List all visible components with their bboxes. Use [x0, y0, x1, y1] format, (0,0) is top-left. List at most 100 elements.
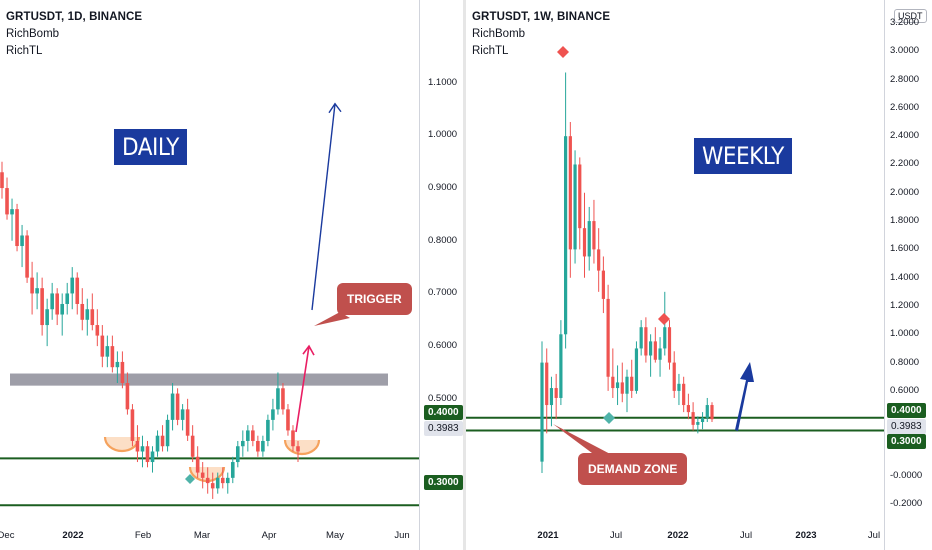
weekly-candle-body	[653, 341, 657, 360]
weekly-candle-body	[582, 228, 587, 257]
weekly-signal-diamond	[658, 313, 670, 325]
weekly-indicator-richbomb[interactable]: RichBomb	[472, 28, 526, 40]
candle-body	[75, 277, 80, 304]
candle-body	[220, 477, 225, 484]
candle-body	[25, 235, 29, 278]
candle-body	[160, 435, 165, 447]
candle-body	[286, 409, 290, 431]
candle-body	[50, 293, 54, 310]
candle-body	[195, 456, 200, 473]
daily-legend: GRTUSDT, 1D, BINANCE RichBomb RichTL	[6, 9, 142, 60]
candle-body	[251, 430, 255, 441]
weekly-time-label: 2021	[537, 530, 559, 541]
daily-price-axis-line	[419, 0, 420, 550]
daily-indicator-richbomb[interactable]: RichBomb	[6, 28, 60, 40]
currency-badge[interactable]: USDT	[894, 9, 927, 23]
rounding-bottom-arc	[283, 439, 321, 456]
candle-body	[170, 393, 175, 420]
weekly-time-label: Jul	[867, 530, 881, 541]
weekly-candle-body	[700, 417, 705, 423]
daily-chart-canvas[interactable]	[0, 0, 463, 550]
demand-zone-callout: DEMAND ZONE	[578, 453, 688, 485]
weekly-price-label: 2.6000	[890, 101, 920, 113]
weekly-price-label: 3.0000	[890, 45, 920, 57]
weekly-price-label: 0.6000	[890, 384, 920, 396]
candle-body	[210, 483, 215, 489]
candle-body	[20, 235, 24, 247]
candle-body	[185, 409, 190, 436]
weekly-candle-body	[597, 249, 601, 271]
weekly-price-label: 3.2000	[890, 16, 920, 28]
daily-price-label: 0.8000	[428, 234, 458, 246]
signal-diamond	[185, 474, 195, 484]
weekly-candle-body	[639, 327, 643, 349]
candle-body	[65, 293, 70, 304]
weekly-price-label: 2.0000	[890, 186, 920, 198]
weekly-candle-body	[691, 412, 695, 425]
daily-timeframe-label: DAILY	[114, 129, 187, 165]
daily-chart-panel[interactable]: GRTUSDT, 1D, BINANCE RichBomb RichTL DAI…	[0, 0, 463, 550]
weekly-candle-body	[625, 376, 629, 394]
weekly-candle-body	[620, 382, 624, 394]
weekly-candle-body	[601, 270, 605, 299]
weekly-indicator-richtl[interactable]: RichTL	[472, 45, 509, 57]
weekly-price-label: 1.8000	[890, 215, 920, 227]
weekly-candle-body	[573, 164, 577, 250]
weekly-time-label: Jul	[609, 530, 623, 541]
candle-body	[175, 393, 180, 420]
weekly-candle-body	[644, 327, 648, 356]
daily-time-label: Dec	[0, 530, 15, 541]
candle-body	[130, 409, 135, 441]
weekly-symbol-title: GRTUSDT, 1W, BINANCE	[472, 11, 611, 23]
weekly-chart-canvas[interactable]	[466, 0, 932, 550]
weekly-price-label: -0.2000	[890, 498, 923, 510]
weekly-price-label: 1.4000	[890, 271, 920, 283]
daily-indicator-richtl[interactable]: RichTL	[6, 45, 43, 57]
weekly-price-label: 1.6000	[890, 243, 920, 255]
weekly-candle-body	[554, 388, 558, 398]
weekly-price-label: 2.4000	[890, 130, 920, 142]
weekly-price-label: 2.2000	[890, 158, 920, 170]
daily-time-label: Jun	[394, 530, 410, 541]
weekly-candle-body	[540, 362, 544, 462]
candle-body	[190, 435, 195, 457]
candle-body	[215, 477, 220, 489]
daily-time-label: Feb	[134, 530, 152, 541]
daily-level-tag-upper: 0.4000	[424, 405, 463, 420]
weekly-chart-panel[interactable]: GRTUSDT, 1W, BINANCE RichBomb RichTL WEE…	[466, 0, 932, 550]
candle-body	[70, 277, 75, 294]
candle-body	[150, 451, 155, 463]
weekly-candle-body	[705, 405, 709, 418]
weekly-time-label: Jul	[739, 530, 753, 541]
weekly-candle-body	[634, 348, 639, 391]
candle-body	[271, 409, 275, 420]
candle-body	[235, 446, 240, 463]
weekly-candle-body	[545, 362, 549, 406]
candle-body	[145, 446, 150, 463]
weekly-price-label: 0.8000	[890, 356, 920, 368]
candle-body	[60, 303, 65, 315]
weekly-candle-body	[611, 376, 615, 389]
weekly-timeframe-label: WEEKLY	[694, 138, 792, 174]
demand-callout-pointer	[553, 424, 614, 456]
daily-price-label: 1.1000	[428, 76, 458, 88]
candle-body	[95, 325, 100, 336]
candle-body	[281, 388, 285, 410]
candle-body	[120, 361, 125, 384]
candle-body	[110, 346, 115, 368]
trigger-arrow-head	[302, 344, 315, 356]
daily-price-label: 0.6000	[428, 340, 458, 352]
weekly-legend: GRTUSDT, 1W, BINANCE RichBomb RichTL	[472, 9, 610, 60]
weekly-candle-body	[677, 383, 681, 391]
panel-divider[interactable]	[463, 0, 466, 550]
daily-price-label: 0.7000	[428, 287, 458, 299]
weekly-level-tag-lower: 0.3000	[887, 434, 926, 449]
target-arrow-head	[328, 102, 342, 114]
daily-level-tag-lower: 0.3000	[424, 475, 463, 490]
resistance-zone	[10, 373, 388, 386]
trigger-arrow-line	[295, 346, 310, 433]
weekly-candle-body	[587, 221, 591, 257]
callout-pointer	[314, 312, 350, 326]
weekly-candle-body	[568, 136, 572, 250]
candle-body	[266, 419, 270, 441]
